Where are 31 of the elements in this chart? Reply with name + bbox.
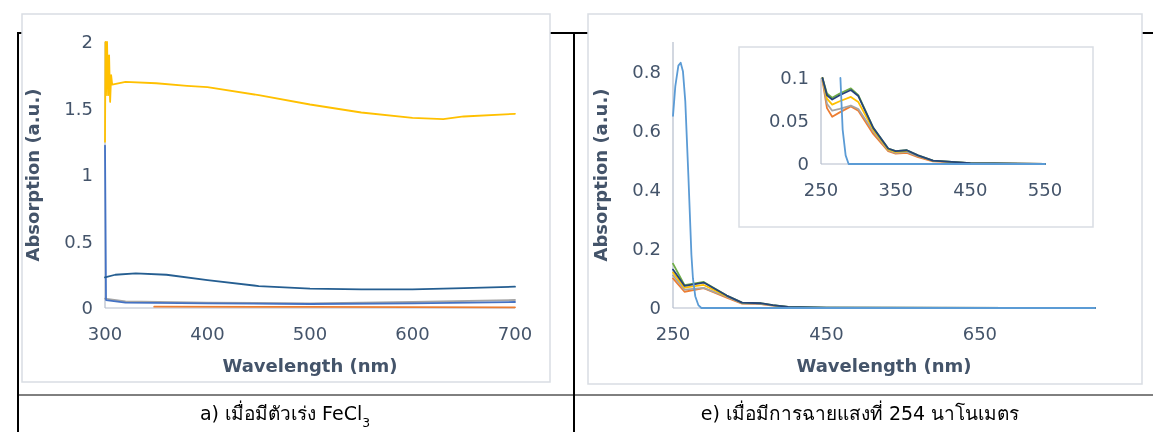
x-tick-label: 550 xyxy=(1027,179,1063,200)
x-tick-label: 250 xyxy=(803,179,839,200)
y-tick-label: 0.2 xyxy=(632,238,661,260)
text: e) เมื่อมีการฉายแสงที่ 254 นาโนเมตร xyxy=(700,400,1020,424)
x-tick-label: 400 xyxy=(190,323,225,344)
y-tick-label: 2 xyxy=(81,31,93,53)
x-tick-label: 650 xyxy=(962,323,998,344)
x-tick-label: 600 xyxy=(395,323,430,344)
y-tick-label: 0.05 xyxy=(768,110,809,132)
x-tick-label: 300 xyxy=(87,323,123,344)
x-tick-label: 450 xyxy=(953,179,988,200)
y-tick-label: 0.5 xyxy=(64,230,93,252)
y-tick-label: 0 xyxy=(81,297,93,319)
x-tick-label: 450 xyxy=(809,323,844,344)
x-axis-title: Wavelength (nm) xyxy=(796,355,972,376)
y-tick-label: 0 xyxy=(649,297,661,319)
y-axis-title: Absorption (a.u.) xyxy=(22,88,43,262)
y-tick-label: 0.8 xyxy=(632,60,661,82)
y-tick-label: 0.6 xyxy=(632,119,661,141)
x-tick-label: 250 xyxy=(655,323,691,344)
x-tick-label: 350 xyxy=(878,179,913,200)
y-axis-title: Absorption (a.u.) xyxy=(590,88,611,262)
x-axis-title: Wavelength (nm) xyxy=(222,355,398,376)
x-tick-label: 700 xyxy=(497,323,533,344)
y-tick-label: 0.4 xyxy=(632,179,661,201)
x-tick-label: 500 xyxy=(292,323,328,344)
y-tick-label: 0.1 xyxy=(780,67,809,89)
y-tick-label: 1 xyxy=(81,164,93,186)
y-tick-label: 0 xyxy=(797,153,809,175)
text: a) เมื่อมีตัวเร่ง FeCl$_{3}$ xyxy=(199,400,371,430)
y-tick-label: 1.5 xyxy=(64,97,93,119)
